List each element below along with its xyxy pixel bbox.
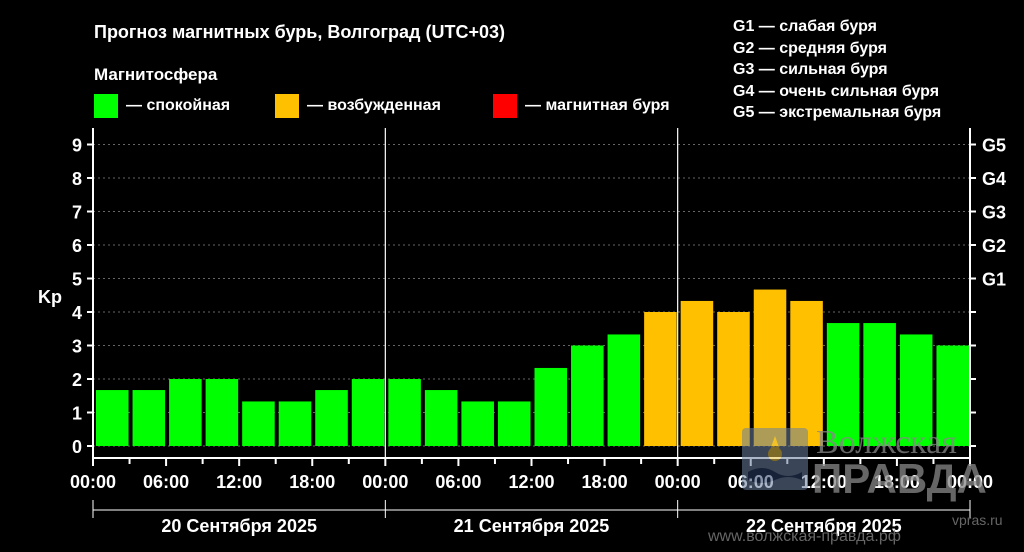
x-tick-label: 18:00 xyxy=(874,472,920,492)
magnetosphere-heading: Магнитосфера xyxy=(94,65,218,84)
kp-bar xyxy=(607,334,641,446)
g-scale-label: G4 xyxy=(982,169,1006,189)
kp-bar xyxy=(936,345,969,446)
legend-active: — возбужденная xyxy=(275,94,441,118)
x-tick-label: 12:00 xyxy=(801,472,847,492)
g2-legend-item: G2 — средняя буря xyxy=(733,39,887,57)
kp-bar xyxy=(826,323,860,446)
y-axis-label: Kp xyxy=(38,287,62,307)
gridlines xyxy=(93,144,970,447)
x-tick-label: 12:00 xyxy=(216,472,262,492)
x-tick-label: 00:00 xyxy=(362,472,408,492)
y-tick-label: 9 xyxy=(72,136,82,156)
newspaper-logo-icon xyxy=(742,428,808,490)
x-tick-label: 00:00 xyxy=(70,472,116,492)
kp-bar xyxy=(461,401,494,446)
y-tick-label: 3 xyxy=(72,337,82,357)
y-tick-label: 8 xyxy=(72,169,82,189)
watermark-name-line2: ПРАВДА xyxy=(812,455,987,502)
kp-bar xyxy=(790,300,823,446)
watermark-site-full: www.волжская-правда.рф xyxy=(708,528,901,545)
legend-active-swatch xyxy=(275,94,299,118)
g3-legend-item: G3 — сильная буря xyxy=(733,61,888,78)
kp-bar xyxy=(169,379,202,446)
y-tick-label: 0 xyxy=(72,437,82,457)
kp-bar xyxy=(424,390,458,446)
kp-bar xyxy=(96,390,129,446)
legend-quiet-label: — спокойная xyxy=(126,97,231,114)
kp-bar xyxy=(899,334,933,446)
day-label: 21 Сентября 2025 xyxy=(454,516,610,536)
kp-bar xyxy=(644,312,677,446)
y-tick-label: 1 xyxy=(72,404,82,424)
kp-bar xyxy=(242,401,275,446)
x-tick-label: 12:00 xyxy=(508,472,554,492)
kp-bar xyxy=(571,345,604,446)
day-label: 22 Сентября 2025 xyxy=(746,516,902,536)
x-tick-label: 18:00 xyxy=(289,472,335,492)
g1-legend-item: G1 — слабая буря xyxy=(733,18,878,35)
legend-storm-swatch xyxy=(493,94,517,118)
kp-bar xyxy=(205,379,239,446)
kp-bar xyxy=(351,379,385,446)
legend-storm: — магнитная буря xyxy=(493,94,670,118)
g-scale-label: G2 xyxy=(982,236,1006,256)
g-scale-label: G5 xyxy=(982,136,1006,156)
watermark-site-short: vpras.ru xyxy=(952,512,1003,528)
y-tick-label: 5 xyxy=(72,270,82,290)
kp-bar xyxy=(717,312,750,446)
x-tick-label: 00:00 xyxy=(655,472,701,492)
watermark-name-line1: Волжская xyxy=(816,424,957,461)
y-tick-label: 7 xyxy=(72,203,82,223)
x-tick-label: 06:00 xyxy=(143,472,189,492)
kp-bar xyxy=(863,323,896,446)
g5-legend-item: G5 — экстремальная буря xyxy=(733,104,942,121)
kp-bar xyxy=(680,300,714,446)
kp-bar xyxy=(497,401,531,446)
kp-bar xyxy=(753,289,787,446)
g-scale-label: G3 xyxy=(982,203,1006,223)
y-tick-label: 6 xyxy=(72,236,82,256)
kp-bar xyxy=(534,367,568,446)
y-tick-label: 4 xyxy=(72,303,82,323)
legend-quiet: — спокойная xyxy=(94,94,230,118)
y-tick-label: 2 xyxy=(72,370,82,390)
legend-storm-label: — магнитная буря xyxy=(525,97,670,114)
day-label: 20 Сентября 2025 xyxy=(161,516,317,536)
legend-active-label: — возбужденная xyxy=(307,97,441,114)
axes: 0 1 2 3 4 5 6 7 8 9 G1 G2 G3 G4 G5 00:00 06:00 12:00 18:00… xyxy=(70,128,1006,536)
kp-bar xyxy=(388,379,421,446)
g4-legend-item: G4 — очень сильная буря xyxy=(733,82,940,100)
g-scale-label: G1 xyxy=(982,270,1006,290)
legend-quiet-swatch xyxy=(94,94,118,118)
x-tick-label: 18:00 xyxy=(582,472,628,492)
kp-bar xyxy=(315,390,348,446)
g-scale-legend: G1 — слабая буря G2 — средняя буря G3 — … xyxy=(733,16,941,124)
kp-bar xyxy=(278,401,312,446)
bars xyxy=(96,289,969,446)
chart-title: Прогноз магнитных бурь, Волгоград (UTC+0… xyxy=(94,22,505,42)
kp-bar xyxy=(132,390,166,446)
x-tick-label: 06:00 xyxy=(435,472,481,492)
x-tick-label: 00:00 xyxy=(947,472,993,492)
